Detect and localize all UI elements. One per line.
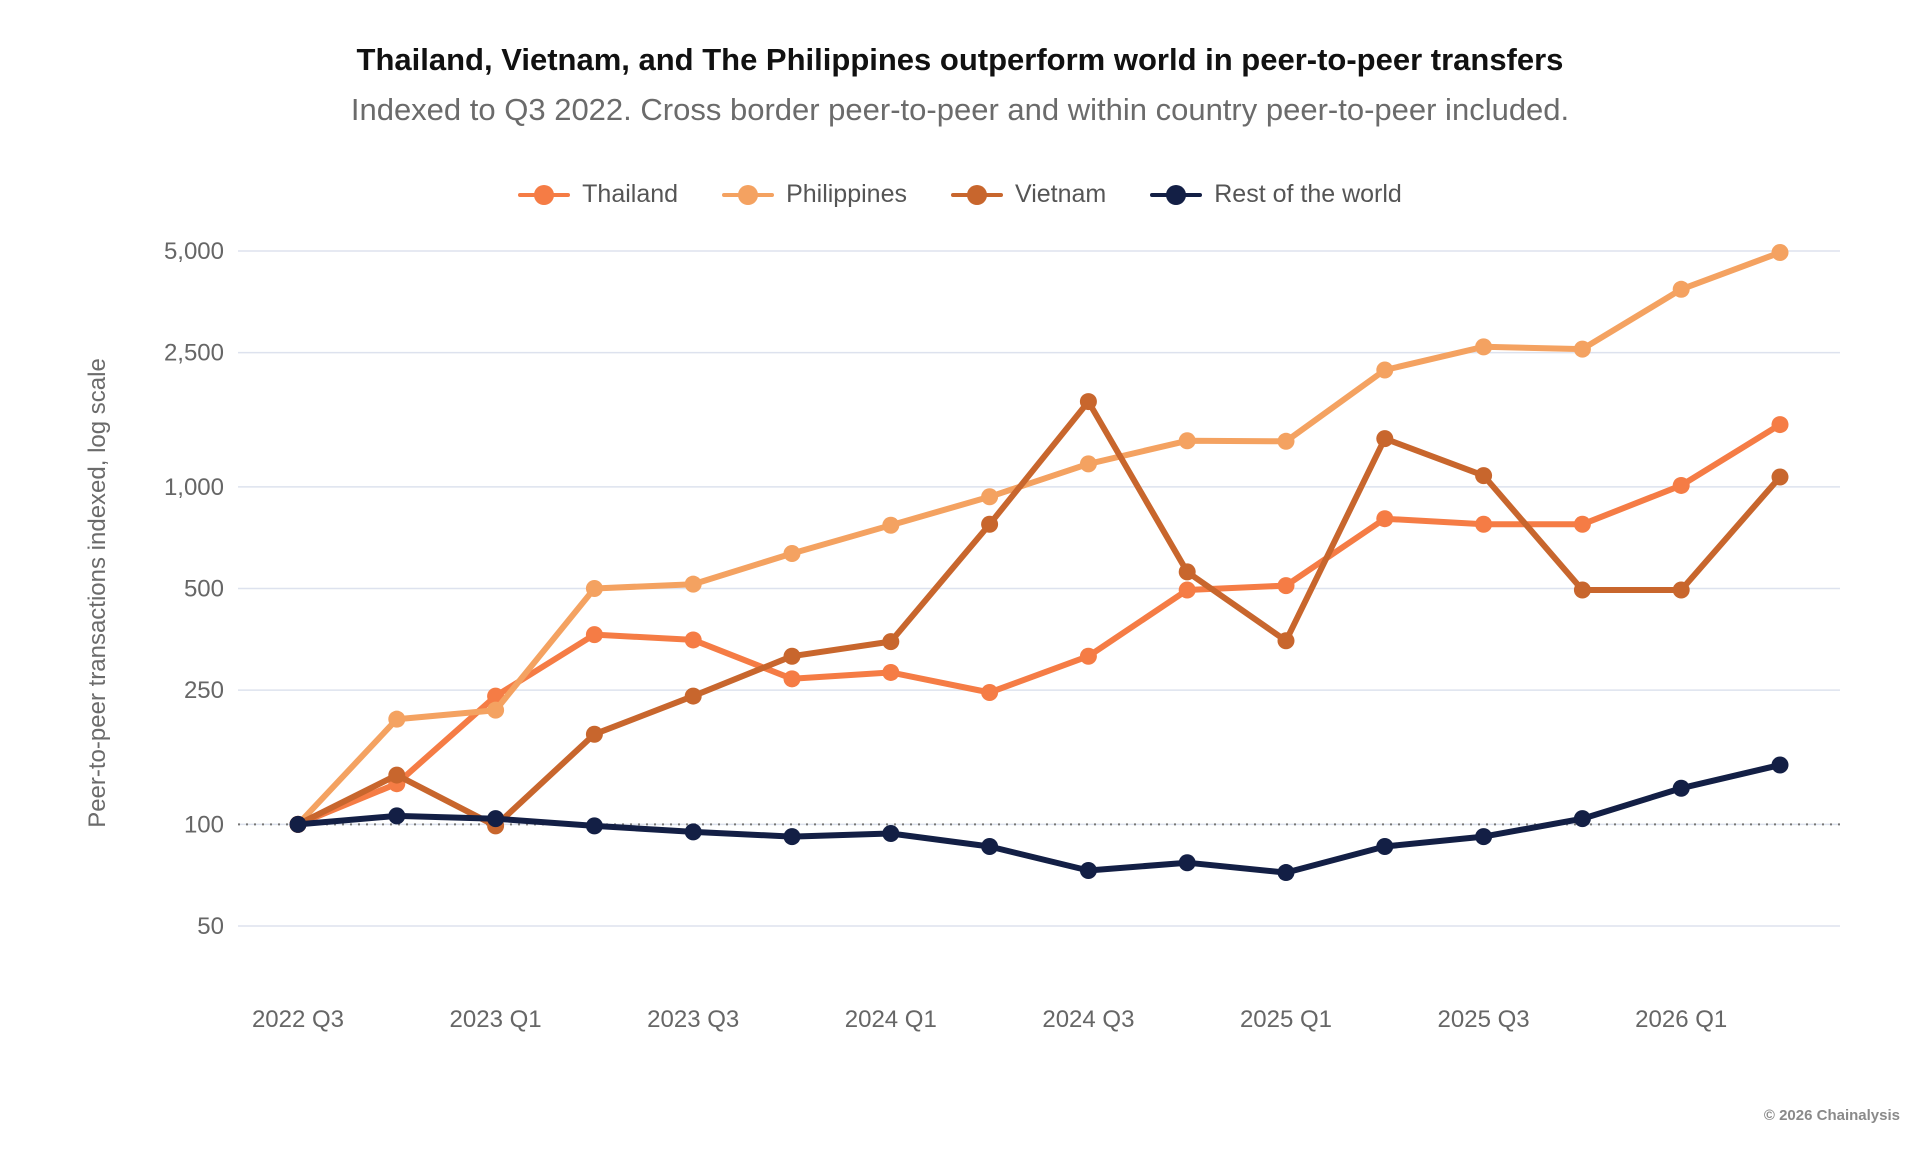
data-point-rest-of-the-world-2024-q4	[1178, 854, 1196, 872]
data-point-vietnam-2025-q1	[1277, 632, 1295, 650]
series-line-vietnam	[295, 398, 1783, 829]
legend-label-vietnam: Vietnam	[1014, 180, 1107, 208]
y-tick-label-250: 250	[184, 677, 224, 704]
x-tick-label-2025-q3: 2025 Q3	[1438, 1006, 1530, 1033]
data-point-rest-of-the-world-2022-q3	[289, 815, 307, 833]
data-point-rest-of-the-world-2022-q4	[388, 807, 406, 825]
data-point-vietnam-2026-q2	[1771, 468, 1789, 486]
data-point-rest-of-the-world-2023-q4	[783, 828, 801, 846]
data-point-thailand-2025-q4	[1573, 515, 1591, 533]
legend-label-rest-of-the-world: Rest of the world	[1214, 180, 1402, 208]
data-point-thailand-2025-q1	[1277, 577, 1295, 595]
legend-item-philippines: Philippines	[722, 180, 907, 209]
data-point-philippines-2025-q1	[1277, 432, 1295, 450]
data-point-vietnam-2024-q1	[882, 633, 900, 651]
data-point-rest-of-the-world-2024-q1	[882, 824, 900, 842]
data-point-philippines-2026-q2	[1771, 243, 1789, 261]
data-point-rest-of-the-world-2023-q1	[487, 810, 505, 828]
data-point-vietnam-2024-q3	[1079, 393, 1097, 411]
data-point-rest-of-the-world-2023-q2	[585, 817, 603, 835]
data-point-rest-of-the-world-2024-q3	[1079, 862, 1097, 880]
y-tick-label-2500: 2,500	[164, 340, 224, 367]
data-point-rest-of-the-world-2026-q1	[1672, 779, 1690, 797]
chart-subtitle: Indexed to Q3 2022. Cross border peer-to…	[350, 92, 1570, 127]
data-point-philippines-2022-q4	[388, 710, 406, 728]
data-point-philippines-2024-q3	[1079, 455, 1097, 473]
data-point-vietnam-2023-q2	[585, 725, 603, 743]
data-point-vietnam-2023-q3	[684, 687, 702, 705]
data-point-thailand-2024-q4	[1178, 581, 1196, 599]
data-point-vietnam-2026-q1	[1672, 581, 1690, 599]
legend-swatch-vietnam	[950, 184, 1003, 205]
data-point-rest-of-the-world-2025-q2	[1376, 838, 1394, 856]
legend-item-thailand: Thailand	[518, 180, 678, 209]
data-point-philippines-2024-q4	[1178, 432, 1196, 450]
series-line-philippines	[295, 249, 1783, 828]
data-point-rest-of-the-world-2024-q2	[981, 838, 999, 856]
data-point-philippines-2023-q2	[585, 580, 603, 597]
x-tick-label-2022-q3: 2022 Q3	[252, 1006, 344, 1033]
data-point-rest-of-the-world-2026-q2	[1771, 756, 1789, 774]
x-tick-label-2025-q1: 2025 Q1	[1240, 1006, 1332, 1033]
data-point-philippines-2024-q1	[882, 516, 900, 534]
legend-swatch-rest-of-the-world	[1150, 184, 1203, 205]
y-tick-label-100: 100	[184, 811, 224, 838]
chart-legend: Thailand Philippines Vietnam Rest of the wo…	[0, 180, 1920, 209]
x-tick-label-2023-q3: 2023 Q3	[647, 1006, 739, 1033]
data-point-vietnam-2025-q4	[1573, 581, 1591, 599]
legend-item-rest-of-the-world: Rest of the world	[1150, 180, 1402, 209]
data-point-thailand-2025-q2	[1376, 510, 1394, 528]
legend-label-philippines: Philippines	[786, 180, 907, 208]
data-point-philippines-2024-q2	[981, 488, 999, 506]
data-point-vietnam-2024-q2	[981, 515, 999, 533]
legend-swatch-thailand	[518, 184, 571, 205]
data-point-rest-of-the-world-2025-q3	[1475, 828, 1493, 846]
series-line-rest-of-the-world	[295, 762, 1783, 876]
legend-label-thailand: Thailand	[582, 180, 679, 208]
data-point-rest-of-the-world-2025-q4	[1573, 810, 1591, 828]
data-point-philippines-2023-q3	[684, 575, 702, 593]
data-point-vietnam-2023-q4	[783, 647, 801, 665]
data-point-thailand-2025-q3	[1475, 515, 1493, 533]
data-point-philippines-2025-q2	[1376, 361, 1394, 379]
data-point-thailand-2026-q2	[1771, 416, 1789, 434]
data-point-philippines-2025-q3	[1475, 338, 1493, 356]
data-point-vietnam-2025-q3	[1475, 467, 1493, 485]
data-point-thailand-2023-q4	[783, 670, 801, 688]
data-point-philippines-2023-q1	[487, 701, 505, 719]
legend-swatch-philippines	[722, 184, 775, 205]
x-tick-label-2026-q1: 2026 Q1	[1635, 1006, 1727, 1033]
data-point-rest-of-the-world-2023-q3	[684, 823, 702, 841]
x-tick-label-2024-q3: 2024 Q3	[1042, 1006, 1134, 1033]
y-tick-label-500: 500	[184, 576, 224, 603]
x-tick-label-2023-q1: 2023 Q1	[450, 1006, 542, 1033]
y-tick-label-50: 50	[197, 913, 224, 940]
chart-title: Thailand, Vietnam, and The Philippines o…	[356, 42, 1564, 77]
data-point-philippines-2025-q4	[1573, 340, 1591, 358]
data-point-thailand-2026-q1	[1672, 476, 1690, 494]
legend-item-vietnam: Vietnam	[950, 180, 1107, 209]
data-point-thailand-2023-q2	[585, 626, 603, 644]
data-point-thailand-2023-q3	[684, 631, 702, 649]
data-point-thailand-2024-q2	[981, 683, 999, 701]
data-point-vietnam-2024-q4	[1178, 563, 1196, 581]
y-tick-label-5000: 5,000	[164, 238, 224, 265]
data-point-vietnam-2022-q4	[388, 766, 406, 784]
data-point-philippines-2026-q1	[1672, 280, 1690, 298]
data-point-thailand-2024-q3	[1079, 647, 1097, 665]
data-point-rest-of-the-world-2025-q1	[1277, 864, 1295, 882]
data-point-philippines-2023-q4	[783, 544, 801, 562]
data-point-thailand-2024-q1	[882, 663, 900, 681]
y-tick-label-1000: 1,000	[164, 474, 224, 501]
data-point-vietnam-2025-q2	[1376, 430, 1394, 448]
copyright-credit: © 2026 Chainalysis	[1763, 1107, 1900, 1124]
x-tick-label-2024-q1: 2024 Q1	[845, 1006, 937, 1033]
series-line-thailand	[295, 421, 1783, 828]
